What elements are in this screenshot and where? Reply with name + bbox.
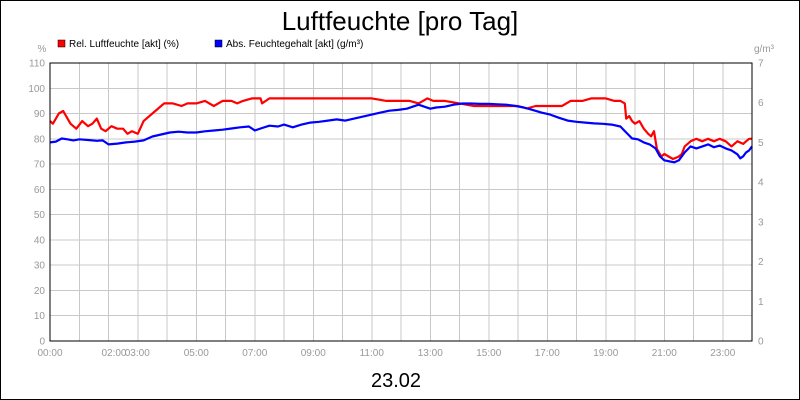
y-right-tick-label: 7 — [758, 59, 764, 70]
y-right-tick-label: 5 — [758, 138, 764, 149]
y-left-tick-label: 100 — [28, 84, 45, 95]
x-tick-label: 13:00 — [418, 348, 443, 359]
x-tick-label: 11:00 — [360, 348, 385, 359]
y-right-tick-label: 4 — [758, 178, 764, 189]
y-right-tick-label: 1 — [758, 297, 764, 308]
x-tick-label: 19:00 — [593, 348, 618, 359]
y-left-tick-label: 20 — [34, 286, 46, 297]
x-tick-label: 07:00 — [242, 348, 267, 359]
grid-lines — [50, 62, 752, 342]
y-left-tick-label: 90 — [34, 109, 46, 120]
plot-border — [49, 62, 753, 342]
axes: 0 10 20 30 40 50 60 70 80 90 100 110 0 1 2 3 4 5 6 7 00:00 02… — [28, 59, 764, 360]
legend-swatch — [214, 39, 223, 48]
y-left-tick-label: 70 — [34, 160, 46, 171]
y-left-tick-label: 40 — [34, 235, 46, 246]
y-right-tick-label: 2 — [758, 257, 764, 268]
right-axis-unit: g/m³ — [754, 44, 775, 55]
chart-legend: Rel. Luftfeuchte [akt] (%) Abs. Feuchtege… — [57, 39, 363, 50]
y-right-tick-label: 3 — [758, 217, 764, 228]
chart-title: Luftfeuchte [pro Tag] — [282, 6, 519, 36]
legend-label: Abs. Feuchtegehalt [akt] (g/m³) — [226, 39, 363, 50]
y-left-tick-label: 50 — [34, 210, 46, 221]
x-tick-label: 21:00 — [652, 348, 677, 359]
x-axis-label: 23.02 — [371, 370, 421, 392]
y-left-tick-label: 110 — [29, 59, 45, 70]
x-tick-label: 17:00 — [535, 348, 560, 359]
series-line-absolute-humidity — [49, 102, 753, 164]
legend-label: Rel. Luftfeuchte [akt] (%) — [69, 39, 179, 50]
y-left-tick-label: 30 — [34, 261, 46, 272]
legend-swatch — [57, 39, 66, 48]
series-layer — [49, 97, 753, 164]
x-tick-label: 23:00 — [710, 348, 735, 359]
x-tick-label: 05:00 — [184, 348, 209, 359]
x-tick-label: 03:00 — [125, 348, 150, 359]
x-tick-label: 15:00 — [476, 348, 501, 359]
y-left-tick-label: 60 — [34, 185, 46, 196]
y-right-tick-label: 6 — [758, 98, 764, 109]
y-left-tick-label: 80 — [34, 134, 46, 145]
left-axis-unit: % — [38, 44, 47, 55]
x-tick-label: 09:00 — [301, 348, 326, 359]
x-tick-label: 02:00 — [101, 348, 126, 359]
y-left-tick-label: 0 — [39, 337, 45, 348]
x-tick-label: 00:00 — [37, 348, 62, 359]
y-left-tick-label: 10 — [34, 311, 46, 322]
series-line-relative-humidity — [49, 97, 752, 161]
y-right-tick-label: 0 — [758, 337, 764, 348]
